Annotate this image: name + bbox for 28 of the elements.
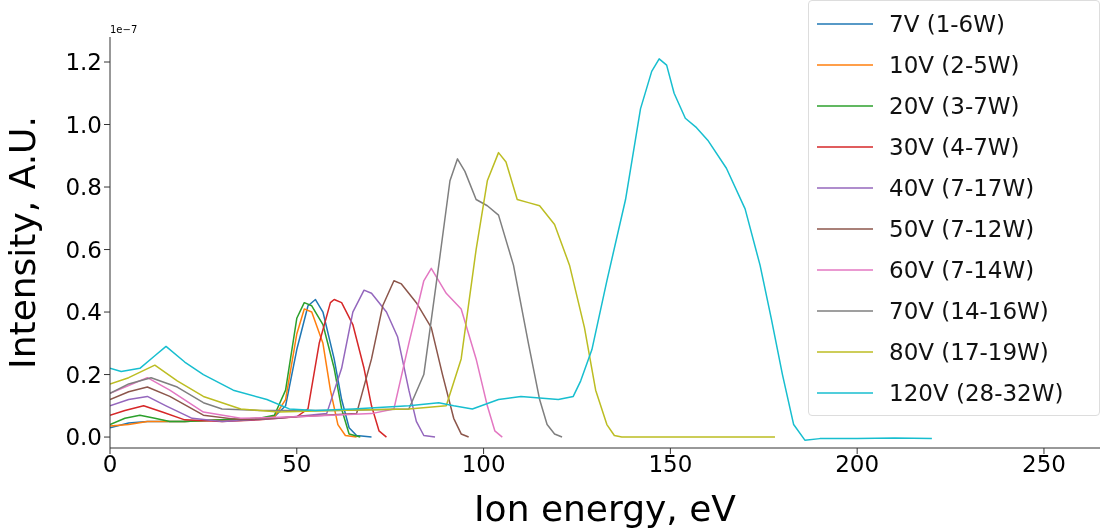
line-series <box>110 151 776 438</box>
y-tick-label: 1.0 <box>65 111 102 138</box>
y-axis-title: Intensity, A.U. <box>1 116 43 369</box>
x-tick-label: 250 <box>1022 451 1066 478</box>
x-tick-label: 0 <box>102 451 118 478</box>
y-tick-label: 0.6 <box>65 236 102 263</box>
x-tick-label: 150 <box>648 451 693 478</box>
x-tick-label: 50 <box>282 451 312 478</box>
legend-label: 7V (1-6W) <box>889 10 1005 37</box>
legend-label: 80V (17-19W) <box>889 338 1049 365</box>
y-tick-label: 0.0 <box>65 424 102 451</box>
y-tick-label: 1.2 <box>65 49 102 76</box>
legend-label: 40V (7-17W) <box>889 174 1035 201</box>
legend-label: 60V (7-14W) <box>889 256 1035 283</box>
x-tick-label: 200 <box>835 451 880 478</box>
legend-label: 120V (28-32W) <box>889 379 1064 406</box>
y-tick-label: 0.4 <box>65 299 102 326</box>
legend-label: 10V (2-5W) <box>889 51 1020 78</box>
y-tick-label: 0.2 <box>65 361 102 388</box>
y-tick-label: 0.8 <box>65 174 102 201</box>
legend-label: 50V (7-12W) <box>889 215 1035 242</box>
line-series <box>110 267 504 438</box>
text: 1e−7 <box>110 24 138 35</box>
x-tick-label: 100 <box>461 451 506 478</box>
legend-label: 20V (3-7W) <box>889 92 1020 119</box>
x-axis-title: Ion energy, eV <box>473 488 737 529</box>
legend-label: 70V (14-16W) <box>889 297 1049 324</box>
legend-label: 30V (4-7W) <box>889 133 1020 160</box>
